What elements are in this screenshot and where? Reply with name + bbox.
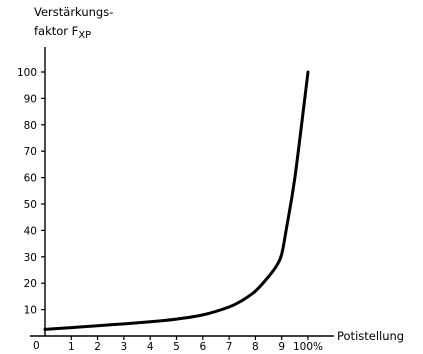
x-origin-label: 0 [33, 340, 40, 352]
x-tick-label: 2 [94, 341, 101, 353]
y-tick-label: 70 [24, 146, 37, 158]
x-ticks: 1 2 3 4 5 6 7 8 9 100% [68, 336, 323, 353]
y-axis-title-subscript: XP [78, 30, 91, 41]
x-tick-label: 1 [68, 341, 75, 353]
y-tick-label: 50 [24, 199, 37, 211]
x-tick-label: 4 [147, 341, 154, 353]
x-axis-title: Potistellung [337, 329, 404, 343]
y-tick-label: 90 [24, 93, 37, 105]
y-axis-title-line1: Verstärkungs- [34, 5, 113, 19]
y-tick-label: 30 [24, 252, 37, 264]
x-tick-label: 3 [121, 341, 128, 353]
x-tick-label: 100% [293, 341, 323, 353]
x-tick-label: 5 [173, 341, 180, 353]
y-tick-label: 40 [24, 225, 37, 237]
y-axis-title-line2: faktor FXP [34, 24, 91, 41]
x-tick-label: 7 [226, 341, 233, 353]
gain-curve [43, 70, 310, 331]
y-tick-label: 80 [24, 120, 37, 132]
y-tick-label: 10 [24, 305, 37, 317]
y-tick-label: 100 [17, 67, 37, 79]
x-tick-label: 9 [278, 341, 285, 353]
y-ticks: 10 20 30 40 50 60 70 80 90 100 [17, 67, 45, 317]
x-tick-label: 8 [252, 341, 259, 353]
y-axis-title-main: faktor F [34, 24, 78, 38]
y-tick-label: 20 [24, 278, 37, 290]
x-tick-label: 6 [199, 341, 206, 353]
y-tick-label: 60 [24, 173, 37, 185]
